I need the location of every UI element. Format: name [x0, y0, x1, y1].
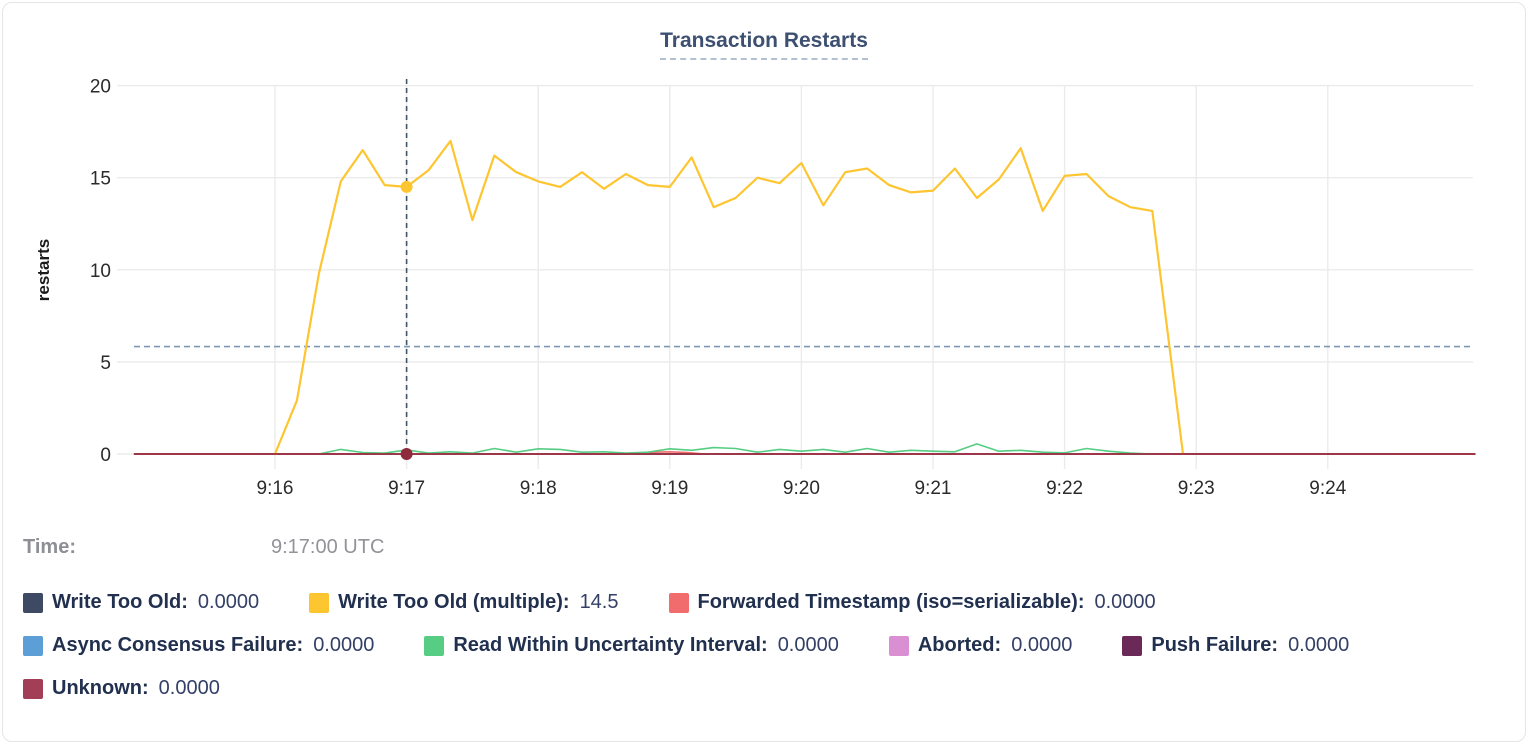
time-value: 9:17:00 UTC — [271, 536, 385, 558]
time-label: Time: — [23, 536, 76, 558]
x-tick-label: 9:20 — [783, 478, 820, 499]
legend-item-aborted: Aborted: 0.0000 — [888, 634, 1073, 657]
legend-label: Async Consensus Failure: — [52, 634, 304, 656]
legend-label: Push Failure: — [1151, 634, 1279, 656]
legend-item-read-within-uncertainty-interval: Read Within Uncertainty Interval: 0.0000 — [424, 634, 839, 657]
legend-item-write-too-old-multiple: Write Too Old (multiple): 14.5 — [309, 591, 619, 614]
legend-item-forwarded-timestamp-iso-serializable: Forwarded Timestamp (iso=serializable): 0… — [668, 591, 1156, 614]
legend-swatch-icon — [424, 635, 445, 656]
legend-label: Write Too Old (multiple): — [338, 591, 570, 613]
legend-value: 0.0000 — [1094, 591, 1156, 613]
crosshair-dot-write-too-old-multiple — [400, 180, 413, 193]
legend-item-unknown: Unknown: 0.0000 — [23, 677, 220, 700]
legend-swatch-icon — [23, 635, 43, 656]
legend-value: 0.0000 — [1288, 634, 1350, 656]
x-tick-label: 9:16 — [257, 478, 294, 499]
y-axis-label: restarts — [34, 239, 53, 301]
legend-label: Write Too Old: — [52, 591, 188, 613]
x-tick-label: 9:19 — [651, 478, 688, 499]
legend-value: 0.0000 — [777, 634, 839, 656]
crosshair-time-row: Time: 9:17:00 UTC — [23, 536, 1503, 559]
legend-value: 0.0000 — [313, 634, 375, 656]
legend-row: Async Consensus Failure: 0.0000 Read Withi… — [23, 634, 1513, 657]
legend-row: Write Too Old: 0.0000 Write Too Old (multi… — [23, 591, 1513, 614]
legend-value: 0.0000 — [158, 677, 220, 699]
chart-title[interactable]: Transaction Restarts — [660, 29, 868, 60]
y-tick-label: 15 — [90, 169, 111, 190]
legend-item-push-failure: Push Failure: 0.0000 — [1122, 634, 1349, 657]
legend-label: Unknown: — [52, 677, 149, 699]
legend-swatch-icon — [309, 592, 330, 613]
legend-label: Read Within Uncertainty Interval: — [453, 634, 768, 656]
legend-value: 14.5 — [579, 591, 619, 613]
legend-row: Unknown: 0.0000 — [23, 677, 1513, 700]
legend-label: Aborted: — [917, 634, 1002, 656]
transaction-restarts-chart[interactable]: 0 5 10 15 20 9:16 9:17 9:18 9:19 9:20 9:21 9:22 9:23… — [3, 3, 1526, 523]
x-tick-label: 9:23 — [1178, 478, 1215, 499]
legend-swatch-icon — [668, 592, 689, 613]
legend-value: 0.0000 — [197, 591, 260, 613]
legend-item-write-too-old: Write Too Old: 0.0000 — [23, 591, 259, 614]
x-tick-label: 9:18 — [520, 478, 557, 499]
legend-swatch-icon — [1122, 635, 1143, 656]
x-tick-label: 9:17 — [388, 478, 425, 499]
legend-swatch-icon — [888, 635, 909, 656]
y-tick-label: 10 — [90, 261, 111, 282]
series-line-write-too-old-multiple — [273, 139, 1185, 456]
legend-label: Forwarded Timestamp (iso=serializable): — [697, 591, 1085, 613]
legend-swatch-icon — [23, 592, 43, 613]
x-tick-label: 9:22 — [1046, 478, 1083, 499]
y-tick-label: 0 — [100, 445, 111, 466]
x-tick-label: 9:24 — [1309, 478, 1346, 499]
y-tick-label: 20 — [90, 77, 111, 98]
x-tick-label: 9:21 — [915, 478, 952, 499]
crosshair-dot-unknown — [400, 448, 413, 460]
legend-swatch-icon — [23, 678, 43, 699]
legend-item-async-consensus-failure: Async Consensus Failure: 0.0000 — [23, 634, 374, 657]
chart-title-wrap: Transaction Restarts — [3, 29, 1525, 60]
series-line-read-within-uncertainty-interval — [318, 443, 1154, 455]
chart-legend: Write Too Old: 0.0000 Write Too Old (multi… — [23, 591, 1513, 720]
legend-value: 0.0000 — [1011, 634, 1073, 656]
y-tick-label: 5 — [100, 353, 111, 374]
